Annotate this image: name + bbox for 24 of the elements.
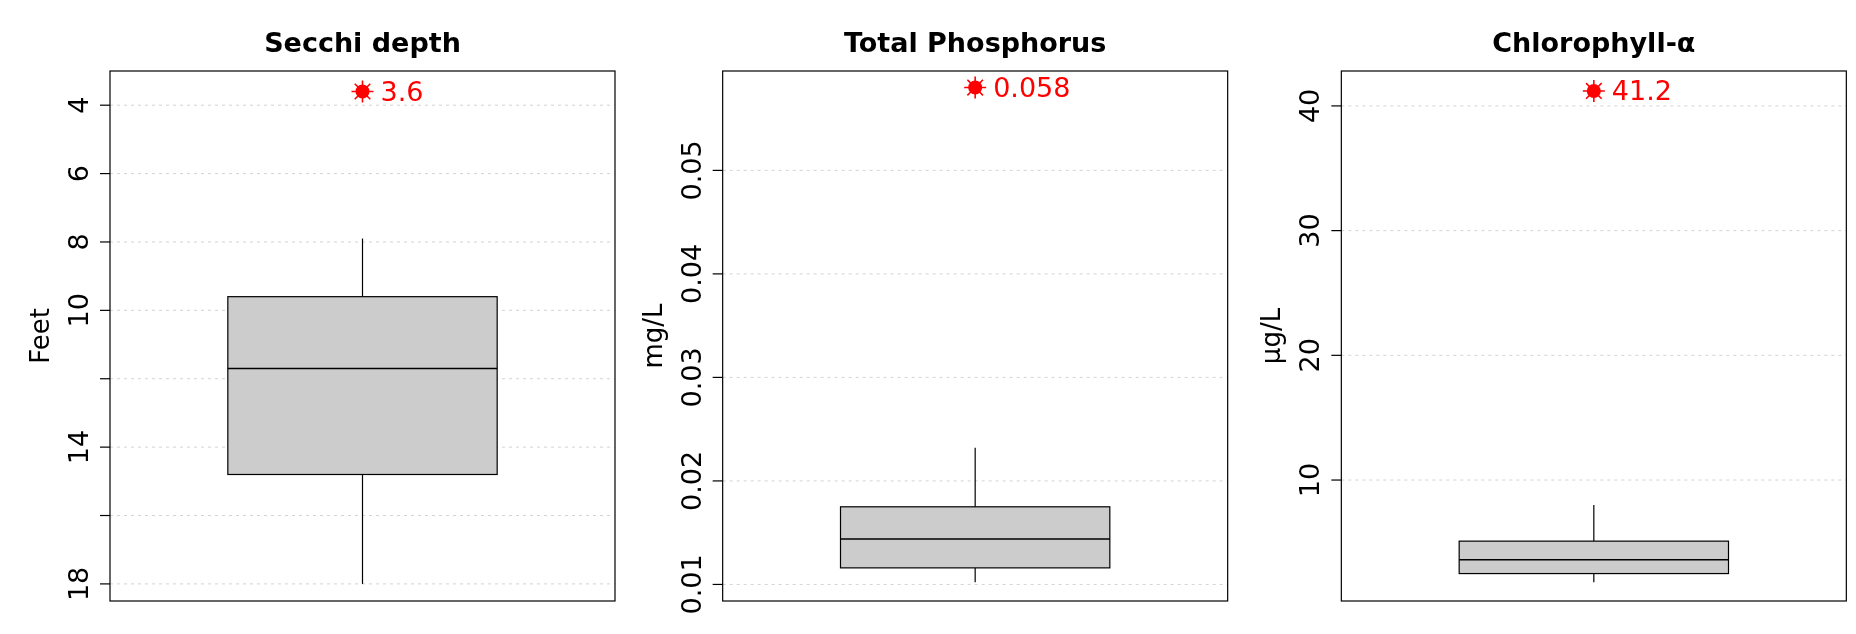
y-tick-label: 30 [1294, 213, 1326, 248]
y-tick-label: 20 [1294, 338, 1326, 373]
y-tick-label: 0.02 [675, 450, 707, 511]
y-axis-title: Feet [25, 308, 55, 364]
y-tick-label: 14 [63, 429, 94, 465]
data-label: 41.2 [1611, 75, 1672, 107]
y-tick-label: 0.01 [675, 554, 707, 615]
y-axis-title: µg/L [1256, 307, 1287, 365]
y-tick-label: 18 [63, 566, 94, 602]
y-tick-label: 40 [1294, 88, 1326, 124]
chart-title: Total Phosphorus [843, 27, 1107, 58]
data-label: 3.6 [380, 75, 424, 107]
y-tick-label: 4 [63, 96, 94, 114]
y-tick-label: 0.05 [675, 140, 707, 201]
y-tick-label: 8 [63, 233, 94, 251]
y-tick-label: 0.04 [675, 243, 707, 304]
y-tick-label: 6 [63, 164, 94, 183]
chart-title: Chlorophyll-α [1492, 27, 1696, 58]
chart-title: Secchi depth [264, 27, 461, 58]
data-label: 0.058 [993, 72, 1071, 104]
y-tick-label: 10 [63, 293, 94, 328]
y-axis-title: mg/L [637, 302, 668, 369]
y-tick-label: 0.03 [675, 347, 707, 408]
y-tick-label: 10 [1294, 462, 1326, 498]
